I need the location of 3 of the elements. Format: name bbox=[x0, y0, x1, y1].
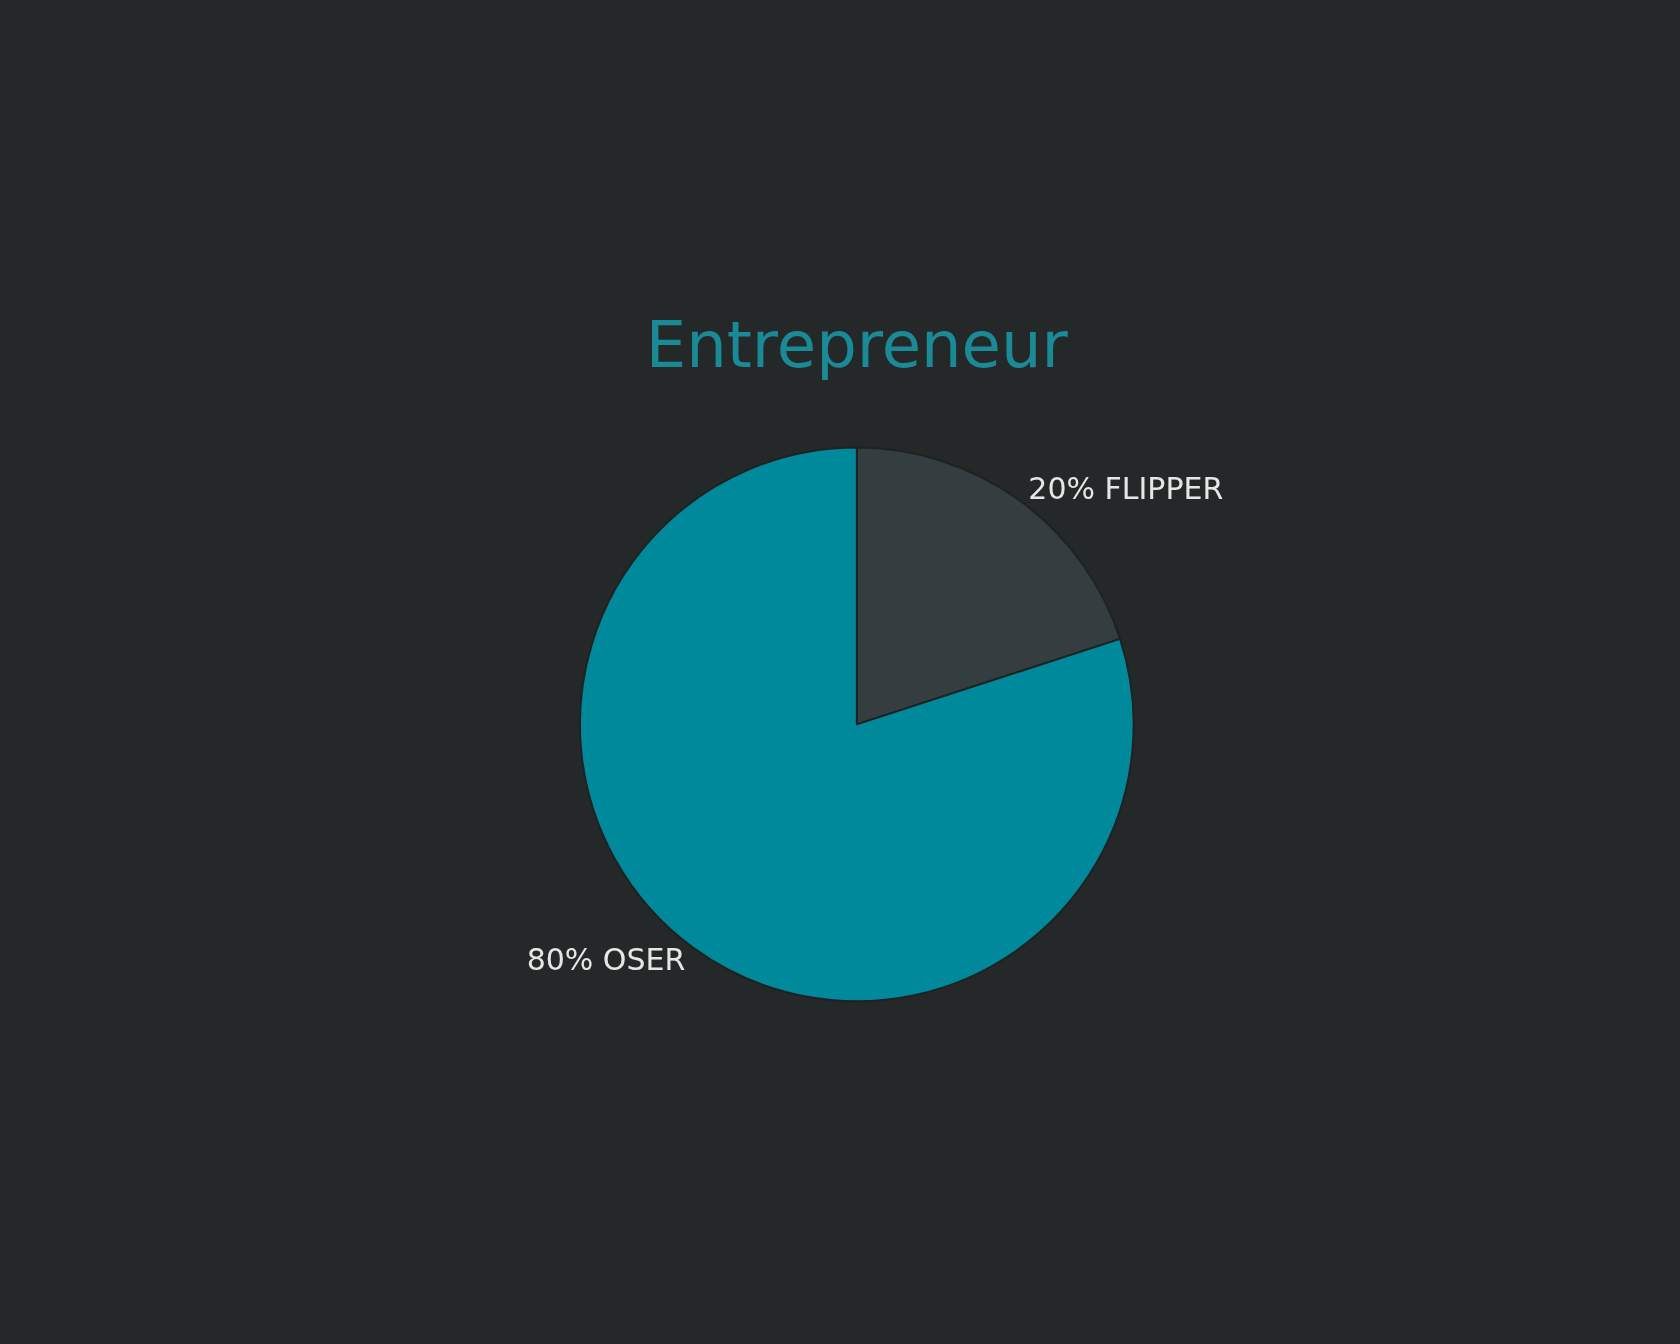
slice-label: 20% FLIPPER bbox=[1028, 471, 1224, 507]
slice-label: 80% OSER bbox=[526, 942, 686, 978]
chart-title: Entrepreneur bbox=[645, 308, 1069, 383]
